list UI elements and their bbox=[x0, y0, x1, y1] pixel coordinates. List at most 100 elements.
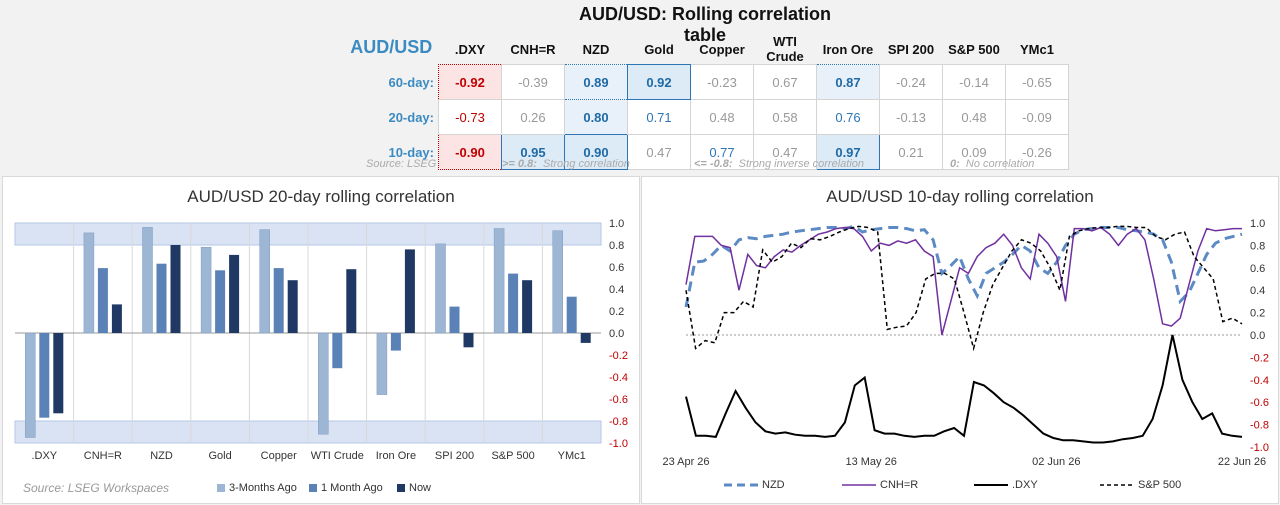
table-cell: 0.48 bbox=[690, 99, 754, 135]
table-cell: 0.92 bbox=[627, 64, 691, 100]
table-cell: 0.48 bbox=[942, 99, 1006, 135]
y-tick-label: 0.2 bbox=[609, 306, 624, 318]
bar bbox=[111, 304, 122, 333]
legend-swatch bbox=[397, 484, 405, 492]
y-tick-label: 1.0 bbox=[1250, 218, 1265, 230]
y-tick-label: 0.4 bbox=[1250, 285, 1265, 297]
y-tick-label: -0.2 bbox=[1250, 352, 1269, 364]
y-tick-label: 1.0 bbox=[609, 218, 624, 230]
legend-swatch bbox=[309, 484, 317, 492]
legend-sp500: S&P 500 bbox=[1100, 479, 1181, 491]
legend-swatch bbox=[217, 484, 225, 492]
column-header: .DXY bbox=[454, 41, 486, 57]
bar bbox=[287, 280, 298, 333]
bar-chart-source: Source: LSEG Workspaces bbox=[23, 481, 170, 495]
bar bbox=[493, 228, 505, 334]
y-tick-label: 0.4 bbox=[609, 284, 624, 296]
table-cell: -0.23 bbox=[690, 64, 754, 100]
y-tick-label: 0.6 bbox=[609, 262, 624, 274]
y-tick-label: -0.4 bbox=[1250, 375, 1269, 387]
table-cell: -0.09 bbox=[1005, 99, 1069, 135]
legend-strong-inverse: <= -0.8: Strong inverse correlation bbox=[694, 158, 864, 170]
series-line-sp500 bbox=[685, 225, 1243, 352]
y-tick-label: -0.8 bbox=[1250, 420, 1269, 432]
x-tick-label: Iron Ore bbox=[376, 450, 416, 462]
bar bbox=[463, 333, 474, 348]
column-header: YMc1 bbox=[1020, 41, 1054, 57]
y-tick-label: 0.8 bbox=[1250, 240, 1265, 252]
table-cell: 0.47 bbox=[627, 134, 691, 170]
table-cell: 0.58 bbox=[753, 99, 817, 135]
bar bbox=[25, 332, 36, 438]
correlation-table: AUD/USD .DXY CNH=R NZD Gold Copper WTI C… bbox=[344, 34, 1069, 170]
table-cell: 0.76 bbox=[816, 99, 880, 135]
legend-line-sp500 bbox=[1100, 484, 1134, 486]
y-tick-label: 0.6 bbox=[1250, 263, 1265, 275]
line-chart-panel: AUD/USD 10-day rolling correlation 1.0 0.… bbox=[641, 176, 1279, 504]
y-tick-label: 0.0 bbox=[1250, 330, 1265, 342]
bar bbox=[390, 333, 401, 351]
y-tick-label: -0.4 bbox=[609, 372, 628, 384]
table-row: 60-day: -0.92 -0.39 0.89 0.92 -0.23 0.67 0.87 -0… bbox=[344, 64, 1069, 100]
table-row: 10-day: -0.90 0.95 0.90 0.47 0.77 0.47 0.97 0.21… bbox=[344, 134, 1069, 170]
column-header: Iron Ore bbox=[822, 41, 874, 57]
table-cell: 0.87 bbox=[816, 64, 880, 100]
column-header: S&P 500 bbox=[948, 41, 1000, 57]
bar-chart: .DXY CNH=R NZD Gold Copper WTI Crude Iron Ore S… bbox=[14, 218, 628, 462]
table-cell: 0.80 bbox=[564, 99, 628, 135]
bar bbox=[156, 263, 167, 333]
column-header: NZD bbox=[582, 41, 610, 57]
legend-1-month-ago: 1 Month Ago bbox=[309, 482, 383, 494]
row-label: 10-day: bbox=[388, 144, 434, 160]
y-tick-label: -0.6 bbox=[1250, 397, 1269, 409]
y-tick-label: 0.8 bbox=[609, 240, 624, 252]
corner-cell: AUD/USD bbox=[344, 34, 439, 65]
legend-3-months-ago: 3-Months Ago bbox=[217, 482, 297, 494]
table-cell: 0.47 bbox=[753, 134, 817, 170]
bar bbox=[580, 333, 591, 343]
x-tick-label: 22 Jun 26 bbox=[1218, 456, 1266, 468]
table-cell: -0.92 bbox=[438, 64, 502, 100]
bar bbox=[53, 333, 64, 414]
series-line-cnhr bbox=[685, 226, 1242, 336]
bar bbox=[552, 230, 563, 334]
x-tick-label: WTI Crude bbox=[311, 450, 364, 462]
table-cell: 0.90 bbox=[564, 134, 628, 170]
bar bbox=[215, 270, 226, 333]
corner-label: AUD/USD bbox=[350, 36, 433, 57]
row-label: 20-day: bbox=[388, 109, 434, 125]
column-header: CNH=R bbox=[510, 41, 556, 57]
series-line-dxy bbox=[685, 334, 1243, 444]
legend-no-correlation: 0: No correlation bbox=[950, 158, 1035, 170]
line-chart: 1.0 0.8 0.6 0.4 0.2 0.0 -0.2 -0.4 -0.6 -0.8 -1.0 23… bbox=[662, 218, 1269, 468]
bar bbox=[332, 333, 343, 369]
bar bbox=[229, 254, 240, 333]
y-tick-label: 0.2 bbox=[1250, 308, 1265, 320]
table-cell: 0.67 bbox=[753, 64, 817, 100]
bar bbox=[273, 268, 284, 333]
x-tick-label: Copper bbox=[261, 450, 297, 462]
x-tick-label: 02 Jun 26 bbox=[1032, 456, 1080, 468]
x-tick-label: 23 Apr 26 bbox=[662, 456, 709, 468]
legend-nzd: NZD bbox=[724, 479, 785, 491]
column-header: SPI 200 bbox=[887, 41, 935, 57]
bar bbox=[449, 306, 460, 333]
series-line-nzd bbox=[684, 224, 1243, 308]
table-cell: 0.21 bbox=[879, 134, 943, 170]
table-cell: 0.89 bbox=[564, 64, 628, 100]
x-tick-label: CNH=R bbox=[84, 450, 122, 462]
column-header: Copper bbox=[699, 41, 745, 57]
legend-line-nzd bbox=[724, 483, 758, 487]
x-tick-label: 13 May 26 bbox=[845, 456, 896, 468]
y-tick-label: -0.2 bbox=[609, 350, 628, 362]
bar bbox=[318, 332, 329, 435]
bar bbox=[142, 227, 153, 334]
table-cell: 0.97 bbox=[816, 134, 880, 170]
bar bbox=[259, 229, 270, 334]
x-tick-label: NZD bbox=[150, 450, 173, 462]
bar bbox=[435, 243, 446, 334]
table-cell: 0.77 bbox=[690, 134, 754, 170]
column-header: WTI Crude bbox=[766, 34, 804, 64]
table-cell: -0.39 bbox=[501, 64, 565, 100]
bar bbox=[404, 249, 415, 333]
